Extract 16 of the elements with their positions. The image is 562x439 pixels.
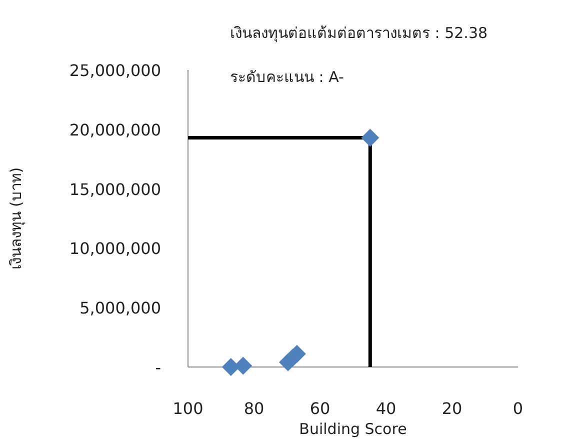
y-tick-label: 20,000,000: [69, 120, 161, 140]
x-tick-label: 0: [512, 399, 524, 418]
y-tick-label: -: [155, 358, 161, 377]
x-tick-label: 80: [244, 399, 264, 418]
y-tick-label: 5,000,000: [80, 298, 161, 318]
y-tick-label: 25,000,000: [69, 61, 161, 80]
x-tick-label: 20: [442, 399, 462, 418]
text: เงินลงทุนต่อแต้มต่อตารางเมตร : 52.38: [230, 24, 488, 43]
y-tick-label: 10,000,000: [69, 239, 161, 258]
annotation: ระดับคะแนน : A-: [230, 68, 344, 86]
y-tick-label: 15,000,000: [69, 180, 161, 199]
y-axis-title: เงินลงทุน (บาท): [7, 167, 26, 270]
x-tick-label: 100: [172, 399, 204, 418]
x-tick-label: 40: [376, 399, 396, 418]
x-axis-title: Building Score: [299, 420, 407, 438]
x-tick-label: 60: [310, 399, 330, 418]
